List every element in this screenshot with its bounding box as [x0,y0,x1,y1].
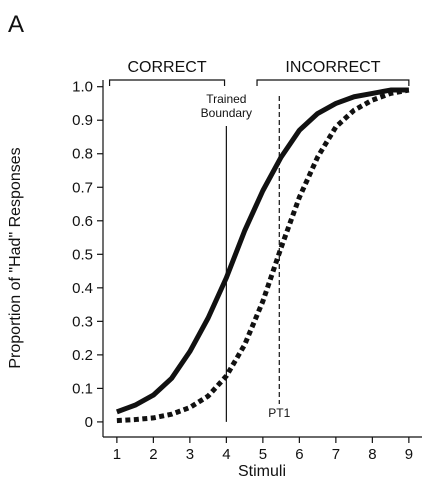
bracket [108,79,226,86]
y-tick-label: 0 [85,414,93,431]
x-tick-label: 8 [368,446,376,463]
panel-label: A [8,11,24,38]
x-tick-label: 9 [405,446,413,463]
reference-label: Trained Boundary [200,92,253,120]
x-tick-label: 7 [332,446,340,463]
y-tick-label: 0.3 [72,313,93,330]
bracket-label: INCORRECT [285,59,380,76]
x-axis-label: Stimuli [238,463,286,480]
reference-label: PT1 [268,406,290,420]
curve [116,87,409,415]
x-tick-label: 4 [222,446,230,463]
y-tick-label: 0.8 [72,146,93,163]
y-tick-label: 0.5 [72,246,93,263]
y-tick-label: 1.0 [72,79,93,96]
y-tick-label: 0.6 [72,213,93,230]
y-tick-label: 0.2 [72,347,93,364]
curve [116,87,410,424]
x-tick-label: 6 [295,446,303,463]
y-tick-label: 0.4 [72,280,93,297]
bracket [256,79,410,86]
x-tick-label: 5 [259,446,267,463]
x-tick-label: 2 [149,446,157,463]
y-axis-label: Proportion of "Had" Responses [7,147,24,368]
x-tick-label: 3 [186,446,194,463]
bracket-label: CORRECT [128,59,207,76]
y-tick-label: 0.9 [72,112,93,129]
y-tick-label: 0.1 [72,380,93,397]
x-tick-label: 1 [113,446,121,463]
y-tick-label: 0.7 [72,179,93,196]
